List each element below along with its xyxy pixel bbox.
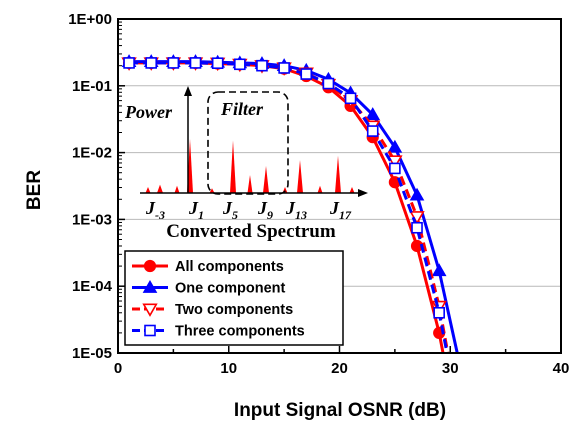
x-axis-label: Input Signal OSNR (dB) bbox=[234, 400, 446, 421]
x-tick-label: 0 bbox=[114, 360, 122, 377]
spectrum-line bbox=[145, 187, 151, 193]
legend-item: Three components bbox=[132, 324, 305, 340]
legend-items: All components One component Two component… bbox=[132, 259, 305, 340]
spectrum-line bbox=[349, 187, 355, 193]
y-tick-label: 1E+00 bbox=[68, 11, 112, 28]
legend-label: Two components bbox=[175, 302, 293, 318]
legend: All components One component Two component… bbox=[124, 250, 344, 346]
data-point bbox=[123, 57, 135, 69]
data-point bbox=[322, 77, 335, 90]
data-point bbox=[300, 68, 313, 80]
series-three-components bbox=[123, 57, 449, 354]
legend-item: Two components bbox=[132, 302, 293, 318]
data-point bbox=[145, 57, 158, 69]
y-tick-label: 1E-05 bbox=[72, 345, 112, 362]
spectrum-line bbox=[335, 155, 341, 193]
spectrum-label: J9 bbox=[257, 198, 273, 222]
spectrum-line bbox=[247, 175, 253, 193]
data-point bbox=[389, 162, 401, 175]
data-point bbox=[409, 187, 425, 201]
spectrum-line bbox=[157, 184, 163, 193]
data-point bbox=[278, 62, 290, 74]
data-point bbox=[366, 125, 379, 137]
y-tick-label: 1E-03 bbox=[72, 211, 112, 228]
data-point bbox=[365, 107, 381, 120]
power-axis-arrow bbox=[184, 86, 192, 96]
spectrum-line bbox=[317, 185, 323, 193]
series-line bbox=[129, 60, 459, 354]
spectrum-labels: J-3 J1 J5 J9 J13 J17 bbox=[145, 198, 352, 222]
filter-box bbox=[207, 91, 289, 195]
data-point bbox=[256, 59, 268, 72]
spectrum-line bbox=[209, 188, 215, 193]
x-tick-label: 10 bbox=[220, 360, 237, 377]
y-tick-label: 1E-04 bbox=[72, 278, 113, 295]
data-point bbox=[411, 221, 423, 234]
x-tick-label: 30 bbox=[442, 360, 459, 377]
legend-label: One component bbox=[175, 281, 286, 297]
data-point bbox=[167, 57, 180, 69]
x-tick-label: 40 bbox=[553, 360, 570, 377]
spectrum-label: J5 bbox=[222, 198, 238, 222]
legend-label: Three components bbox=[175, 324, 305, 340]
legend-item: One component bbox=[132, 279, 286, 297]
data-point bbox=[142, 303, 158, 317]
data-point bbox=[211, 57, 224, 69]
data-point bbox=[433, 306, 445, 319]
y-tick-label: 1E-02 bbox=[72, 145, 112, 162]
data-point bbox=[144, 324, 156, 337]
data-point bbox=[142, 279, 158, 293]
data-point bbox=[143, 259, 157, 273]
spectrum-lines bbox=[145, 139, 355, 193]
data-point bbox=[387, 139, 403, 153]
power-label: Power bbox=[124, 102, 173, 122]
spectrum-label: J13 bbox=[285, 198, 307, 222]
y-axis-label: BER bbox=[24, 170, 45, 210]
spectrum-label: J1 bbox=[188, 198, 204, 222]
spectrum-label: J-3 bbox=[145, 198, 165, 222]
spectrum-x-arrow bbox=[358, 189, 368, 197]
spectrum-line bbox=[174, 185, 180, 193]
legend-item: All components bbox=[132, 259, 284, 275]
spectrum-label: J17 bbox=[329, 198, 352, 222]
data-point bbox=[344, 92, 357, 105]
series-layer bbox=[121, 54, 459, 354]
y-axis-ticks: 1E+00 1E-01 1E-02 1E-03 1E-04 1E-05 bbox=[68, 11, 125, 362]
y-tick-label: 1E-01 bbox=[72, 78, 112, 95]
filter-label: Filter bbox=[220, 99, 264, 119]
spectrum-title: Converted Spectrum bbox=[166, 221, 336, 242]
data-point bbox=[189, 57, 202, 69]
spectrum-line bbox=[263, 166, 269, 193]
x-tick-label: 20 bbox=[331, 360, 348, 377]
x-axis-ticks: 0 10 20 30 40 bbox=[114, 346, 570, 377]
legend-label: All components bbox=[175, 259, 284, 275]
spectrum-inset: Power Filter J-3 J1 J5 J9 J13 J17 Converted S… bbox=[124, 86, 368, 242]
series-line bbox=[129, 61, 449, 354]
data-point bbox=[387, 155, 403, 169]
data-point bbox=[234, 58, 246, 71]
spectrum-line bbox=[230, 140, 236, 193]
data-point bbox=[431, 263, 447, 277]
spectrum-line bbox=[297, 160, 303, 193]
